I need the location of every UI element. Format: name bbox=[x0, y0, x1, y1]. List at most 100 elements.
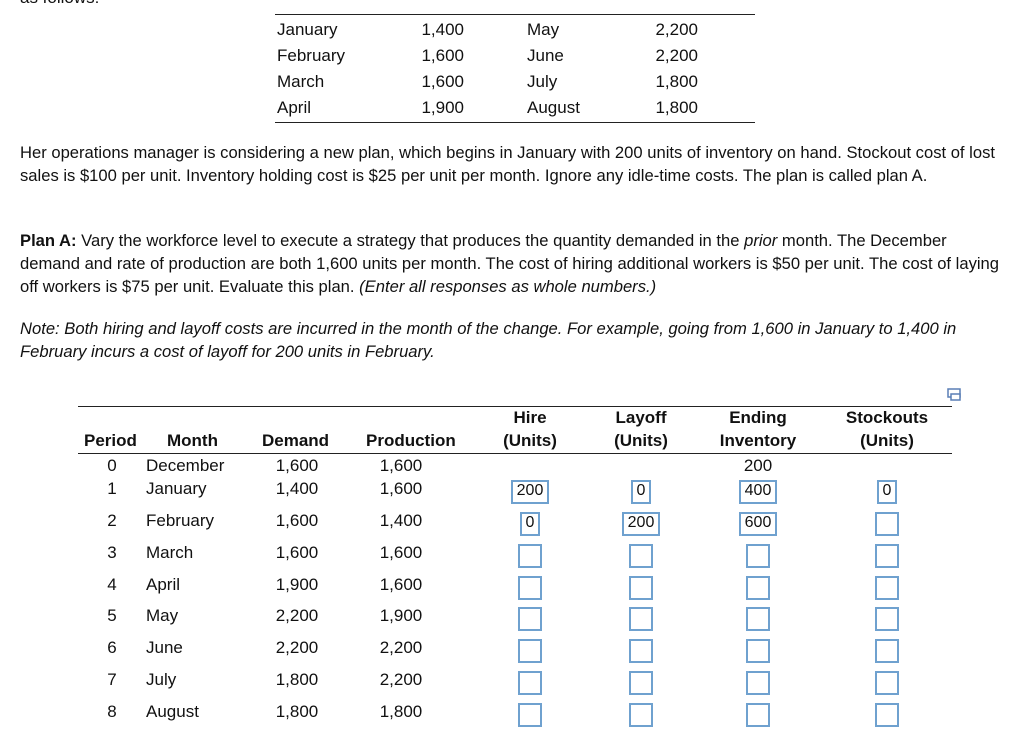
month: January bbox=[146, 479, 207, 498]
input-box[interactable] bbox=[875, 671, 899, 695]
header: Hire bbox=[513, 408, 547, 427]
period: 7 bbox=[107, 670, 117, 689]
demand: 1,600 bbox=[275, 511, 319, 530]
input-box[interactable]: 400 bbox=[739, 480, 777, 504]
input-box[interactable]: 0 bbox=[520, 512, 540, 536]
month: June bbox=[527, 46, 564, 65]
demand-value: 1,900 bbox=[421, 98, 464, 117]
input-box[interactable] bbox=[746, 607, 770, 631]
input-box[interactable]: 200 bbox=[622, 512, 660, 536]
demand-value: 2,200 bbox=[655, 46, 698, 65]
demand: 1,800 bbox=[275, 702, 319, 721]
header: (Units) bbox=[614, 431, 668, 450]
cropped-text: as follows: bbox=[20, 0, 99, 8]
production: 1,600 bbox=[379, 543, 423, 562]
period: 3 bbox=[107, 543, 117, 562]
header: (Units) bbox=[860, 431, 914, 450]
input-box[interactable] bbox=[746, 544, 770, 568]
ending-inventory: 200 bbox=[743, 456, 773, 475]
header: Ending bbox=[729, 408, 787, 427]
production: 1,400 bbox=[379, 511, 423, 530]
month: July bbox=[527, 72, 558, 91]
demand: 1,600 bbox=[275, 543, 319, 562]
header: (Units) bbox=[503, 431, 557, 450]
period: 6 bbox=[107, 638, 117, 657]
input-box[interactable] bbox=[875, 544, 899, 568]
demand-value: 1,600 bbox=[421, 46, 464, 65]
input-box[interactable] bbox=[875, 607, 899, 631]
text: Vary the workforce level to execute a st… bbox=[81, 231, 740, 250]
input-box[interactable] bbox=[518, 639, 542, 663]
rule bbox=[78, 406, 952, 407]
input-box[interactable] bbox=[518, 671, 542, 695]
demand-value: 1,800 bbox=[655, 72, 698, 91]
header: Inventory bbox=[719, 431, 797, 450]
demand: 1,600 bbox=[275, 456, 319, 475]
month: February bbox=[146, 511, 215, 530]
demand-value: 1,600 bbox=[421, 72, 464, 91]
period: 4 bbox=[107, 575, 117, 594]
input-box[interactable] bbox=[629, 544, 653, 568]
demand: 1,400 bbox=[275, 479, 319, 498]
input-box[interactable] bbox=[875, 639, 899, 663]
month: June bbox=[146, 638, 183, 657]
demand: 1,900 bbox=[275, 575, 319, 594]
input-box[interactable] bbox=[629, 607, 653, 631]
month: May bbox=[527, 20, 560, 39]
input-box[interactable] bbox=[875, 703, 899, 727]
input-box[interactable] bbox=[875, 576, 899, 600]
input-box[interactable] bbox=[518, 576, 542, 600]
demand: 1,800 bbox=[275, 670, 319, 689]
copy-icon[interactable] bbox=[947, 388, 963, 402]
header: Demand bbox=[262, 431, 330, 450]
text: month. The December demand and rate of p… bbox=[20, 231, 1000, 296]
input-box[interactable] bbox=[746, 576, 770, 600]
production: 1,600 bbox=[379, 479, 423, 498]
period: 0 bbox=[107, 456, 117, 475]
input-box[interactable] bbox=[629, 639, 653, 663]
demand-value: 1,800 bbox=[655, 98, 698, 117]
input-box[interactable] bbox=[629, 671, 653, 695]
month: March bbox=[146, 543, 194, 562]
input-box[interactable] bbox=[629, 703, 653, 727]
rule bbox=[275, 122, 755, 123]
period: 2 bbox=[107, 511, 117, 530]
note-paragraph: Note: Both hiring and layoff costs are i… bbox=[20, 319, 957, 361]
demand-value: 2,200 bbox=[655, 20, 698, 39]
instruction: (Enter all responses as whole numbers.) bbox=[359, 277, 657, 296]
period: 1 bbox=[107, 479, 117, 498]
input-box[interactable]: 600 bbox=[739, 512, 777, 536]
input-box[interactable] bbox=[746, 639, 770, 663]
input-box[interactable] bbox=[746, 671, 770, 695]
production: 2,200 bbox=[379, 638, 423, 657]
period: 8 bbox=[107, 702, 117, 721]
input-box[interactable]: 0 bbox=[631, 480, 651, 504]
header: Production bbox=[366, 431, 456, 450]
period: 5 bbox=[107, 606, 117, 625]
input-box[interactable]: 0 bbox=[877, 480, 897, 504]
month: April bbox=[146, 575, 181, 594]
rule bbox=[78, 453, 952, 454]
month: December bbox=[146, 456, 225, 475]
input-box[interactable] bbox=[629, 576, 653, 600]
month: May bbox=[146, 606, 179, 625]
input-box[interactable]: 200 bbox=[511, 480, 549, 504]
month: March bbox=[277, 72, 325, 91]
input-box[interactable] bbox=[875, 512, 899, 536]
input-box[interactable] bbox=[518, 544, 542, 568]
header: Stockouts bbox=[845, 408, 929, 427]
production: 1,600 bbox=[379, 456, 423, 475]
header: Period bbox=[84, 431, 137, 450]
month: January bbox=[277, 20, 338, 39]
plan-a-paragraph: Plan A: Vary the workforce level to exec… bbox=[20, 229, 1010, 298]
input-box[interactable] bbox=[746, 703, 770, 727]
production: 1,800 bbox=[379, 702, 423, 721]
input-box[interactable] bbox=[518, 607, 542, 631]
input-box[interactable] bbox=[518, 703, 542, 727]
month: April bbox=[277, 98, 312, 117]
demand: 2,200 bbox=[275, 638, 319, 657]
demand-value: 1,400 bbox=[421, 20, 464, 39]
rule bbox=[275, 14, 755, 15]
demand: 2,200 bbox=[275, 606, 319, 625]
